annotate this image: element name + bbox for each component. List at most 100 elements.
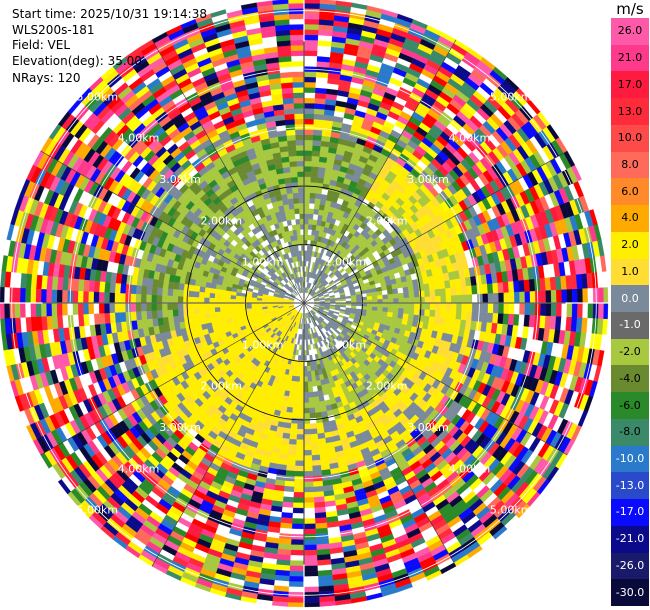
velocity-gate (312, 139, 322, 147)
velocity-gate (288, 13, 305, 20)
velocity-gate (156, 310, 163, 319)
velocity-gate (460, 285, 468, 295)
velocity-gate (140, 285, 148, 295)
velocity-gate (283, 108, 295, 115)
velocity-gate (310, 166, 319, 173)
velocity-gate (471, 284, 478, 295)
velocity-gate (281, 87, 294, 94)
velocity-gate (83, 314, 90, 327)
velocity-gate (135, 311, 142, 321)
velocity-gate (290, 423, 298, 430)
velocity-gate (502, 281, 510, 293)
velocity-gate (204, 292, 210, 299)
velocity-gate (313, 118, 324, 126)
velocity-gate (293, 391, 300, 398)
velocity-gate (309, 192, 316, 199)
velocity-gate (209, 307, 216, 314)
velocity-gate (14, 287, 21, 304)
velocity-gate (392, 292, 399, 299)
velocity-gate (312, 134, 322, 141)
velocity-gate (303, 192, 310, 199)
velocity-gate (377, 294, 383, 300)
velocity-gate (198, 297, 205, 304)
velocity-gate (281, 92, 294, 100)
velocity-gate (303, 202, 310, 209)
velocity-gate (295, 150, 305, 157)
velocity-gate (51, 302, 58, 317)
velocity-gate (295, 139, 305, 146)
velocity-gate (561, 289, 568, 304)
velocity-gate (289, 160, 297, 168)
velocity-gate (177, 289, 184, 297)
velocity-gate (156, 302, 163, 311)
velocity-gate (292, 402, 299, 409)
velocity-gate (423, 283, 430, 291)
velocity-gate (193, 302, 200, 309)
velocity-gate (225, 306, 231, 312)
velocity-gate (161, 310, 169, 318)
velocity-gate (119, 302, 126, 313)
velocity-gate (303, 23, 319, 30)
velocity-gate (156, 287, 163, 296)
velocity-gate (283, 491, 295, 498)
velocity-gate (303, 71, 317, 78)
velocity-gate (289, 385, 296, 393)
velocity-gate (130, 284, 137, 295)
velocity-gate (307, 224, 313, 230)
velocity-gate (303, 81, 316, 88)
velocity-gate (225, 290, 232, 296)
velocity-gate (298, 208, 305, 214)
velocity-gate (214, 302, 221, 308)
velocity-gate (303, 13, 320, 20)
velocity-gate (292, 81, 305, 88)
velocity-gate (282, 97, 294, 105)
velocity-gate (435, 295, 441, 304)
velocity-gate (293, 208, 300, 215)
velocity-gate (445, 287, 452, 296)
velocity-gate (311, 155, 320, 162)
velocity-gate (524, 291, 531, 304)
velocity-gate (146, 294, 152, 304)
velocity-gate (256, 297, 263, 301)
velocity-gate (284, 485, 295, 493)
velocity-gate (188, 296, 194, 304)
velocity-gate (296, 365, 301, 372)
velocity-gate (303, 150, 313, 157)
velocity-gate (514, 291, 520, 304)
velocity-gate (482, 293, 489, 304)
velocity-gate (424, 289, 431, 297)
velocity-gate (125, 311, 132, 322)
velocity-gate (290, 428, 298, 435)
velocity-gate (428, 282, 435, 290)
velocity-gate (392, 288, 399, 294)
velocity-gate (293, 203, 300, 209)
velocity-gate (309, 197, 316, 204)
velocity-gate (481, 283, 489, 294)
velocity-gate (550, 289, 557, 304)
velocity-gate (219, 294, 226, 300)
velocity-gate (313, 208, 319, 215)
velocity-gate (82, 291, 89, 304)
velocity-gate (290, 55, 305, 62)
velocity-gate (412, 284, 420, 292)
velocity-gate (198, 291, 205, 298)
velocity-gate (188, 302, 194, 310)
velocity-gate (297, 176, 305, 183)
velocity-gate (497, 281, 504, 293)
velocity-gate (303, 118, 314, 125)
velocity-gate (518, 279, 525, 292)
velocity-gate (508, 291, 515, 304)
velocity-gate (303, 18, 320, 25)
velocity-gate (293, 113, 305, 120)
velocity-gate (286, 139, 296, 147)
velocity-gate (303, 129, 314, 136)
velocity-gate (30, 302, 37, 318)
velocity-gate (298, 197, 305, 204)
velocity-gate (290, 50, 305, 57)
velocity-gate (523, 279, 531, 292)
velocity-gate (293, 102, 305, 109)
velocity-gate (498, 292, 505, 304)
velocity-gate (303, 87, 316, 93)
velocity-gate (178, 283, 185, 291)
